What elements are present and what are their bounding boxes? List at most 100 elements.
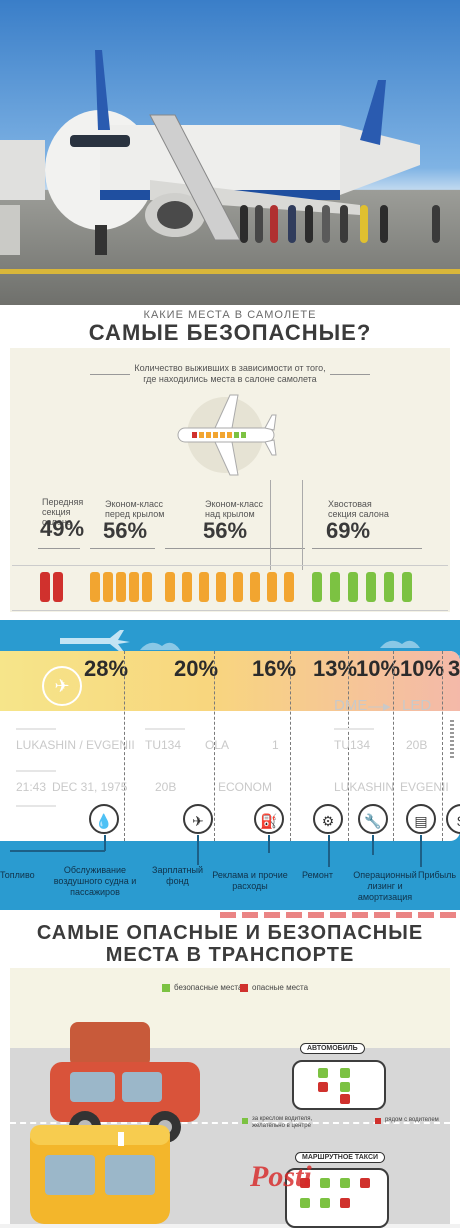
bracket-tail: [312, 548, 422, 549]
ticket-class: ECONOM: [218, 780, 272, 794]
car-seat-safe: [318, 1068, 328, 1078]
passenger: [255, 205, 263, 243]
transport-title: САМЫЕ ОПАСНЫЕ И БЕЗОПАСНЫЕ МЕСТА В ТРАНС…: [0, 922, 460, 966]
plane-title: САМЫЕ БЕЗОПАСНЫЕ?: [88, 320, 372, 345]
cabin-seat: [116, 572, 126, 602]
taxi-seat-danger: [340, 1198, 350, 1208]
pct-repair: 10%: [356, 656, 401, 681]
cabin-seat: [402, 572, 412, 602]
pct-salary: 16%: [252, 656, 297, 681]
taxi-seat-safe: [320, 1178, 330, 1188]
plane-caption: Количество выживших в зависимости от тог…: [130, 363, 330, 385]
car-seat-danger: [340, 1094, 350, 1104]
taxi-seat-danger: [300, 1178, 310, 1188]
plane-logo-icon: ✈: [42, 666, 82, 706]
cabin-seat: [284, 572, 294, 602]
taxi-seat-safe: [320, 1198, 330, 1208]
passenger: [360, 205, 368, 243]
ticket-seat: 20B: [155, 780, 177, 794]
legend-safe-label: безопасные места: [174, 983, 243, 992]
road-marking: [10, 1122, 450, 1124]
pct-profit: 3: [448, 656, 460, 681]
ticket-route-from: DME: [334, 697, 368, 714]
wrench-icon: 🔧: [358, 804, 388, 834]
passenger: [322, 205, 330, 243]
ticket-flight2: TU134: [334, 738, 371, 752]
barcode: [450, 720, 454, 760]
passenger: [380, 205, 388, 243]
tarmac-stripe: [0, 269, 460, 274]
pct-leasing: 10%: [400, 656, 445, 681]
cabin-seat: [142, 572, 152, 602]
legend-danger-label: опасные места: [252, 983, 309, 992]
label-service: Обслуживание воздушного судна и пассажир…: [53, 865, 137, 897]
ticket-route-arrow: —▸: [368, 698, 391, 715]
note-safe-swatch: [242, 1118, 248, 1124]
bracket-front: [38, 548, 80, 549]
label-fuel: Топливо: [0, 870, 35, 880]
ticket-rule: [16, 770, 56, 772]
section-pct-econ-wing: 56%: [203, 518, 248, 543]
cost-divider: [442, 651, 443, 841]
cabin-seat: [129, 572, 139, 602]
ticket-flight: TU134: [145, 738, 182, 752]
cabin-seat: [216, 572, 226, 602]
cabin-outline: [12, 565, 448, 611]
car-note-right: рядом с водителем: [385, 1117, 439, 1123]
cost-divider: [393, 651, 394, 841]
ticket-name2a: LUKASHIN: [334, 780, 395, 794]
airplane-topview-icon: [177, 394, 277, 476]
bracket-econ-front: [90, 548, 155, 549]
label-salary: Зарплатный фонд: [152, 865, 203, 886]
ads-gear-icon: ⚙: [313, 804, 343, 834]
cost-divider: [290, 651, 291, 841]
cost-divider: [214, 651, 215, 841]
note-danger-swatch: [375, 1118, 381, 1124]
ticket-route-to: LED: [402, 697, 432, 714]
pct-fuel: 28%: [84, 656, 129, 681]
ticket-rule: [16, 805, 56, 807]
cabin-seat: [267, 572, 277, 602]
connector-line: [420, 835, 422, 867]
connector-line: [372, 835, 374, 855]
cabin-seat: [103, 572, 113, 602]
cabin-seat: [348, 572, 358, 602]
taxi-seat-safe: [300, 1198, 310, 1208]
airplane-illustration: [0, 50, 420, 255]
car-label: АВТОМОБИЛЬ: [300, 1043, 365, 1054]
ticket-seat2: 20B: [406, 738, 428, 752]
ticket-rule: [334, 728, 374, 730]
cabin-seat: [250, 572, 260, 602]
ticket-rule: [145, 728, 185, 730]
plane-panel: [10, 348, 450, 612]
cabin-seat: [90, 572, 100, 602]
plane-subtitle: КАКИЕ МЕСТА В САМОЛЕТЕ: [143, 309, 317, 321]
label-profit: Прибыль: [418, 870, 457, 880]
leader-line: [270, 480, 271, 570]
taxi-seat-danger: [360, 1178, 370, 1188]
section-label-econ-wing: Эконом-класс над крылом: [205, 499, 263, 519]
ticket-class-code: OLA: [205, 738, 230, 752]
label-repair: Ремонт: [302, 870, 333, 880]
cabin-seat: [233, 572, 243, 602]
passenger: [432, 205, 440, 243]
cabin-seat: [182, 572, 192, 602]
passenger: [270, 205, 278, 243]
pct-service: 20%: [174, 656, 219, 681]
cost-divider: [348, 651, 349, 841]
transport-title-line2: МЕСТА В ТРАНСПОРТЕ: [105, 944, 355, 966]
cabin-seat: [165, 572, 175, 602]
label-ads: Реклама и прочие расходы: [212, 870, 288, 891]
section-pct-tail: 69%: [326, 518, 371, 543]
connector-line: [197, 835, 199, 865]
cost-divider: [124, 651, 125, 841]
torn-edge: [220, 912, 460, 918]
cabin-seat: [384, 572, 394, 602]
pct-ads: 13%: [313, 656, 358, 681]
connector-line: [328, 835, 330, 867]
legend-safe-swatch: [162, 984, 170, 992]
yellow-van-illustration: [30, 1125, 170, 1224]
passenger: [288, 205, 296, 243]
passenger: [305, 205, 313, 243]
car-note-left: за креслом водителя, желательно в центре: [252, 1116, 313, 1129]
